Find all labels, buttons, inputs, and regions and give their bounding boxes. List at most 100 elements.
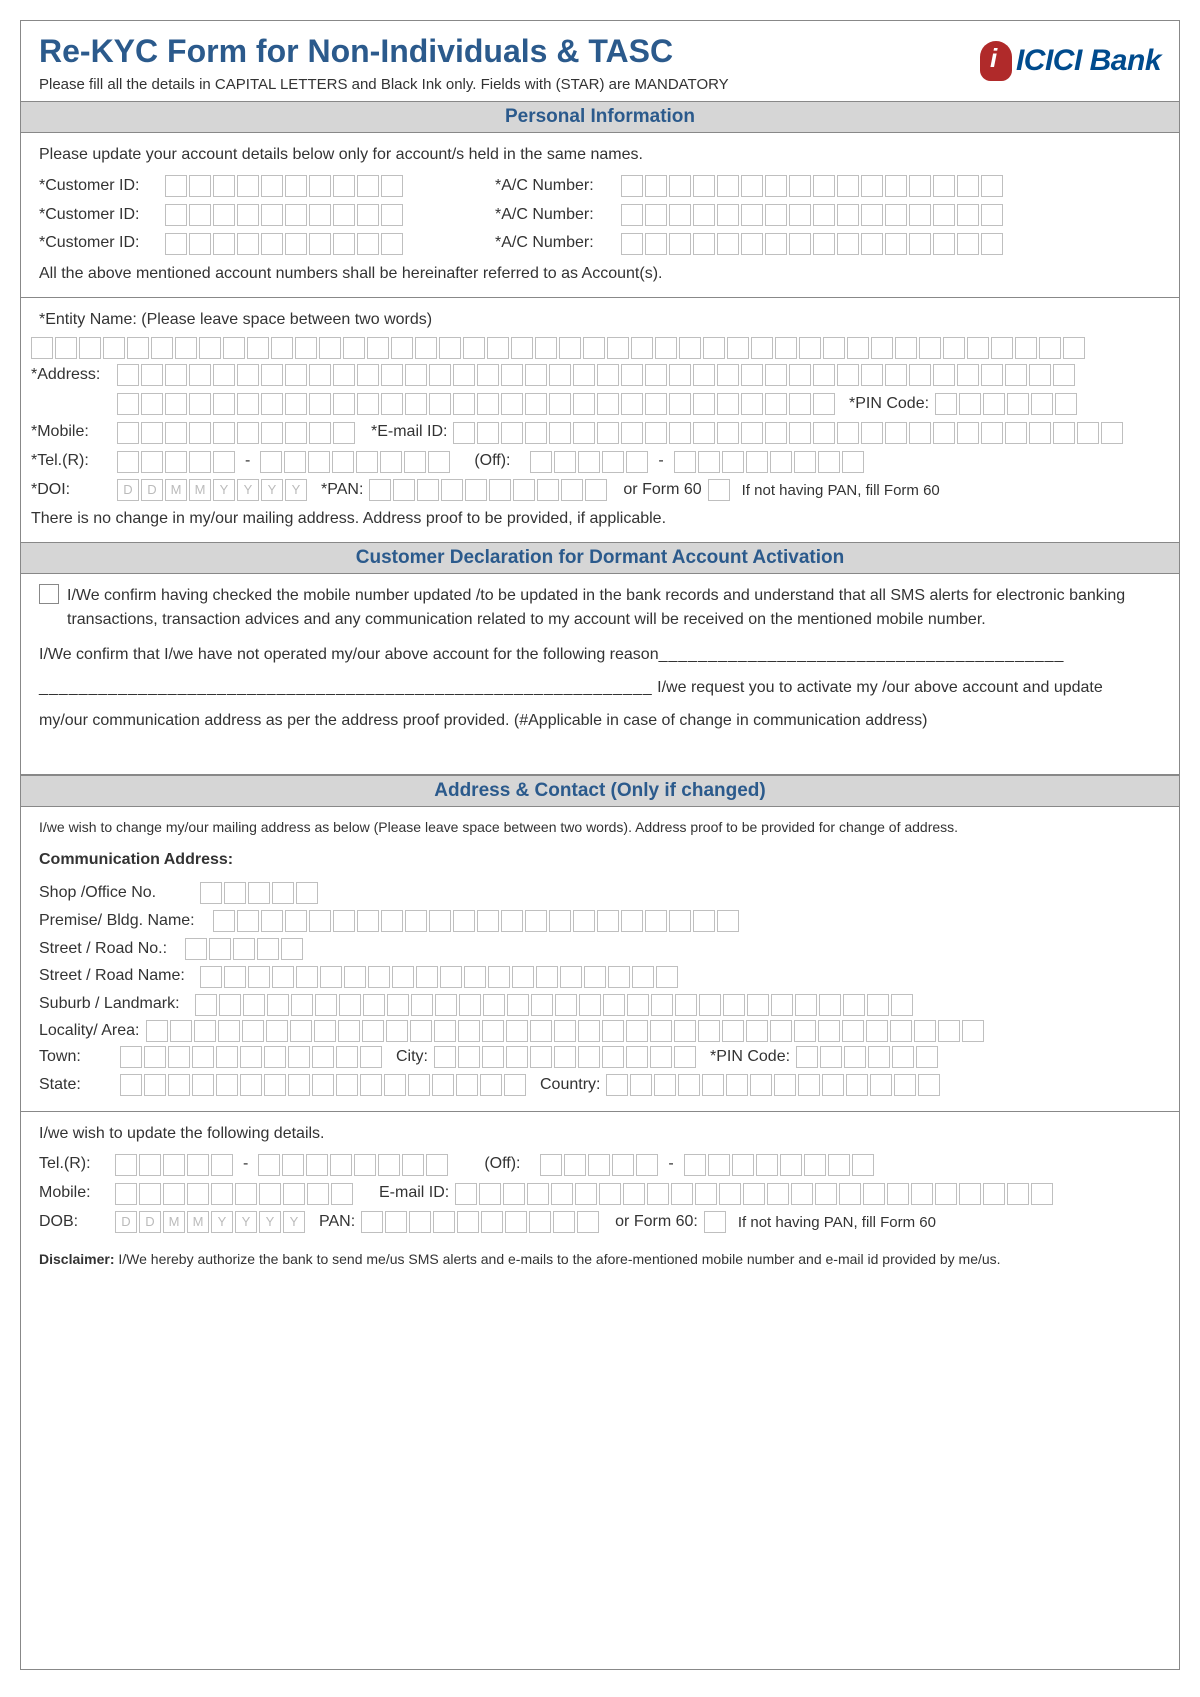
section-dormant-body: I/We confirm having checked the mobile n… [21, 574, 1179, 744]
off-num-input[interactable] [674, 451, 864, 473]
form60-note: If not having PAN, fill Form 60 [742, 479, 940, 502]
mobile2-input[interactable] [115, 1183, 353, 1205]
disclaimer: Disclaimer: I/We hereby authorize the ba… [39, 1249, 1161, 1271]
suburb-input[interactable] [195, 994, 913, 1016]
suburb-label: Suburb / Landmark: [39, 992, 189, 1017]
entity-name-input[interactable] [31, 337, 1085, 359]
email-label: *E-mail ID: [371, 420, 447, 445]
address-line2-input[interactable] [117, 393, 835, 415]
form60b-label: or Form 60: [615, 1210, 698, 1235]
ac-num-label: *A/C Number: [495, 231, 615, 256]
off2-std[interactable] [540, 1154, 658, 1176]
town-input[interactable] [120, 1046, 382, 1068]
mobile-label: *Mobile: [31, 420, 111, 445]
dormant-reason-b: r the following reason [507, 646, 659, 663]
premise-label: Premise/ Bldg. Name: [39, 909, 207, 934]
city-input[interactable] [434, 1046, 696, 1068]
dormant-checkbox[interactable] [39, 584, 59, 604]
dormant-reason-a: I/We confirm that I/we have not operated… [39, 646, 507, 663]
ac-num-input-1[interactable] [621, 175, 1003, 197]
dormant-confirm-block: I/We confirm having checked the mobile n… [39, 584, 1161, 634]
telr-label: *Tel.(R): [31, 449, 111, 474]
shop-input[interactable] [200, 882, 318, 904]
header-left: Re-KYC Form for Non-Individuals & TASC P… [39, 33, 980, 93]
dormant-request-2: my/our communication address as per the … [39, 709, 1161, 734]
off2-label: (Off): [484, 1152, 534, 1177]
addr-intro: I/we wish to change my/our mailing addre… [39, 817, 1161, 839]
dash: - [241, 449, 254, 474]
dormant-confirm-text: I/We confirm having checked the mobile n… [67, 584, 1161, 634]
cust-id-input-3[interactable] [165, 233, 403, 255]
country-label: Country: [540, 1073, 600, 1098]
form-subtitle: Please fill all the details in CAPITAL L… [39, 76, 980, 93]
form60-checkbox[interactable] [708, 479, 730, 501]
form-page: Re-KYC Form for Non-Individuals & TASC P… [20, 20, 1180, 1670]
ac-num-input-3[interactable] [621, 233, 1003, 255]
cust-id-input-1[interactable] [165, 175, 403, 197]
disclaimer-text: I/We hereby authorize the bank to send m… [114, 1251, 1000, 1267]
telr-num-input[interactable] [260, 451, 450, 473]
section-personal-header: Personal Information [21, 101, 1179, 133]
streetname-input[interactable] [200, 966, 678, 988]
state-label: State: [39, 1073, 114, 1098]
personal-intro: Please update your account details below… [39, 143, 1161, 168]
doi-input[interactable]: DDMMYYYY [117, 479, 307, 501]
section-personal-body: Please update your account details below… [21, 133, 1179, 297]
disclaimer-label: Disclaimer: [39, 1251, 114, 1267]
telr2-num[interactable] [258, 1154, 448, 1176]
email-input[interactable] [453, 422, 1169, 444]
shop-label: Shop /Office No. [39, 881, 194, 906]
streetno-label: Street / Road No.: [39, 937, 179, 962]
city-label: City: [396, 1045, 428, 1070]
cust-id-label: *Customer ID: [39, 174, 159, 199]
pin-input[interactable] [935, 393, 1077, 415]
dob-input[interactable]: DDMMYYYY [115, 1211, 305, 1233]
form-header: Re-KYC Form for Non-Individuals & TASC P… [21, 21, 1179, 101]
town-label: Town: [39, 1045, 114, 1070]
dormant-blank-2[interactable]: ________________________________________… [39, 679, 653, 696]
country-input[interactable] [606, 1074, 940, 1096]
premise-input[interactable] [213, 910, 739, 932]
dormant-reason-line: I/We confirm that I/we have not operated… [39, 643, 1161, 668]
address-label: *Address: [31, 363, 111, 388]
pan2-label: PAN: [319, 1210, 355, 1235]
update-details-body: I/we wish to update the following detail… [21, 1112, 1179, 1281]
ac-num-input-2[interactable] [621, 204, 1003, 226]
section-address-body: I/we wish to change my/our mailing addre… [21, 807, 1179, 1111]
mobile-input[interactable] [117, 422, 355, 444]
entity-label: *Entity Name: (Please leave space betwee… [31, 308, 1169, 333]
pan-input[interactable] [369, 479, 607, 501]
form60b-note: If not having PAN, fill Form 60 [738, 1211, 936, 1234]
form60-label: or Form 60 [623, 478, 701, 503]
dormant-request-line: ________________________________________… [39, 676, 1161, 701]
off-std-input[interactable] [530, 451, 648, 473]
locality-label: Locality/ Area: [39, 1022, 140, 1040]
form-title: Re-KYC Form for Non-Individuals & TASC [39, 33, 980, 70]
entity-block: *Entity Name: (Please leave space betwee… [21, 298, 1179, 542]
ac-num-label: *A/C Number: [495, 174, 615, 199]
off2-num[interactable] [684, 1154, 874, 1176]
pan-label: *PAN: [321, 478, 363, 503]
email2-input[interactable] [455, 1183, 1053, 1205]
cust-id-input-2[interactable] [165, 204, 403, 226]
pin2-input[interactable] [796, 1046, 938, 1068]
ac-num-label: *A/C Number: [495, 203, 615, 228]
cust-id-label: *Customer ID: [39, 203, 159, 228]
state-input[interactable] [120, 1074, 526, 1096]
personal-outro: All the above mentioned account numbers … [39, 262, 1161, 287]
telr2-label: Tel.(R): [39, 1152, 109, 1177]
streetno-input[interactable] [185, 938, 303, 960]
address-line1-input[interactable] [117, 364, 1075, 386]
dormant-blank-1[interactable]: ________________________________________… [659, 646, 1065, 663]
telr-std-input[interactable] [117, 451, 235, 473]
pan2-input[interactable] [361, 1211, 599, 1233]
off-label: (Off): [474, 449, 524, 474]
comm-addr-label: Communication Address: [39, 848, 1161, 873]
doi-label: *DOI: [31, 478, 111, 503]
streetname-label: Street / Road Name: [39, 964, 194, 989]
form60b-checkbox[interactable] [704, 1211, 726, 1233]
cust-id-label: *Customer ID: [39, 231, 159, 256]
cust-row-2: *Customer ID: *A/C Number: [39, 203, 1161, 228]
telr2-std[interactable] [115, 1154, 233, 1176]
locality-input[interactable] [146, 1020, 984, 1042]
